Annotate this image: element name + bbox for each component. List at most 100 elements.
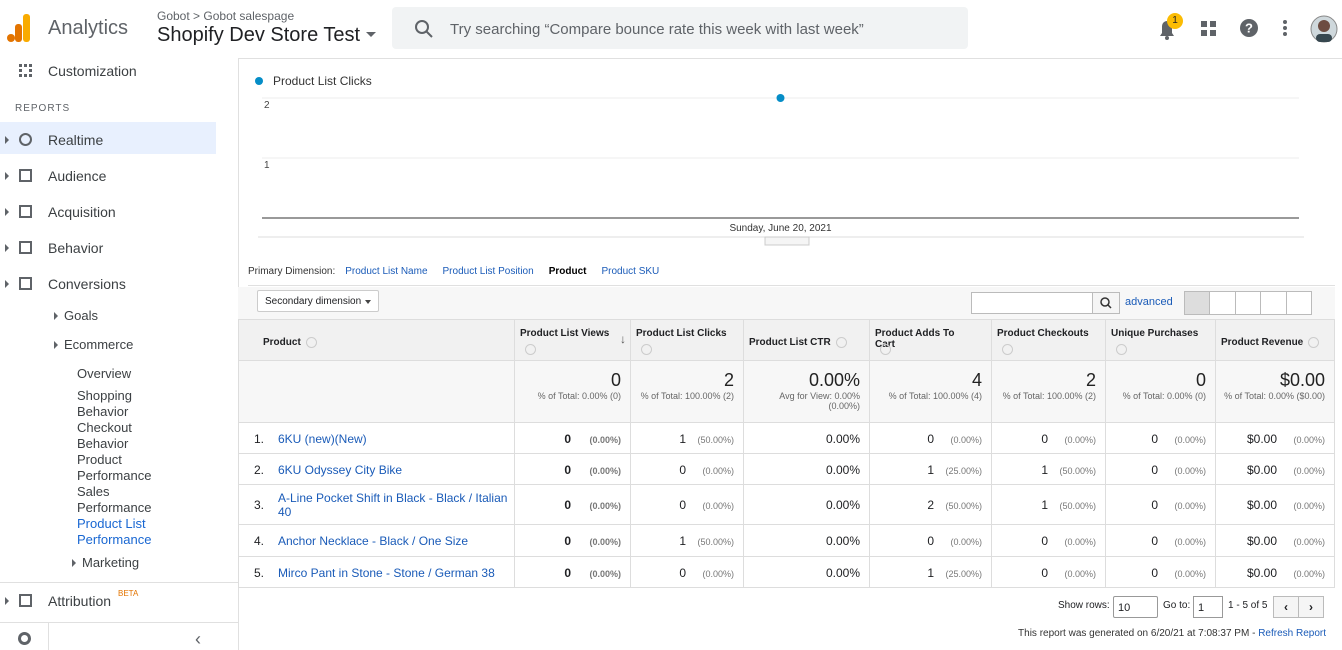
product-link[interactable]: 6KU (new)(New): [278, 431, 367, 446]
column-header[interactable]: Product Revenue: [1216, 319, 1335, 361]
data-cell: 0 (0.00%): [992, 525, 1106, 557]
column-header[interactable]: Product: [238, 319, 515, 361]
nav-item[interactable]: Marketing: [82, 555, 140, 570]
help-icon: [1002, 344, 1013, 355]
nav-item[interactable]: Audience: [48, 168, 107, 184]
goto-label: Go to:: [1163, 600, 1191, 611]
cell-percent: (25.00%): [945, 568, 982, 579]
cell-content: $0.00 (0.00%): [1247, 432, 1325, 446]
help-icon[interactable]: ?: [1239, 18, 1259, 38]
dimension-option[interactable]: Product SKU: [601, 266, 660, 277]
breadcrumb[interactable]: Gobot > Gobot salespage: [157, 9, 295, 23]
table-search[interactable]: [971, 292, 1095, 314]
nav-item[interactable]: REPORTS: [15, 103, 71, 114]
cell-content: 0 (0.00%): [564, 498, 621, 512]
nav-item[interactable]: Ecommerce: [64, 337, 134, 352]
cell-content: 0 (0.00%): [564, 432, 621, 446]
nav-item[interactable]: Sales Performance: [77, 484, 152, 515]
data-cell: 0 (0.00%): [515, 454, 631, 485]
settings-icon[interactable]: [18, 632, 31, 645]
cell-percent: (50.00%): [1059, 465, 1096, 476]
nav-item[interactable]: Product List Performance: [77, 516, 152, 547]
cell-content: $0.00 (0.00%): [1247, 498, 1325, 512]
total-note: % of Total: 0.00% (0): [537, 391, 621, 401]
cell-percent: (0.00%): [1064, 434, 1096, 445]
view-switcher[interactable]: [1184, 291, 1312, 315]
data-cell: $0.00 (0.00%): [1216, 423, 1335, 454]
data-table: Product Product List Views ↓ Product List C…: [238, 319, 1335, 589]
cell-value: 0: [1041, 431, 1048, 446]
advanced-link[interactable]: advanced: [1125, 296, 1173, 308]
data-cell: 0 (0.00%): [992, 423, 1106, 454]
nav-item[interactable]: Overview: [77, 366, 132, 381]
search-button[interactable]: [1092, 292, 1120, 314]
goto-input[interactable]: 1: [1193, 596, 1223, 618]
column-header[interactable]: Unique Purchases: [1106, 319, 1216, 361]
divider: [48, 622, 49, 650]
cell-value: 0: [679, 498, 686, 512]
prev-page[interactable]: ‹: [1273, 596, 1299, 618]
property-name[interactable]: Shopify Dev Store Test: [157, 24, 361, 46]
account[interactable]: Gobot: [157, 9, 190, 23]
secondary-dimension[interactable]: Secondary dimension: [257, 290, 379, 312]
cell-value: 0: [1151, 534, 1158, 548]
row-label-cell: 3. A-Line Pocket Shift in Black - Black /…: [238, 485, 515, 525]
data-cell: 0 (0.00%): [515, 557, 631, 588]
data-cell: 1 (25.00%): [870, 454, 992, 485]
column-header[interactable]: Product List Clicks: [631, 319, 744, 361]
property-group[interactable]: Gobot salespage: [203, 9, 295, 23]
data-cell: 0 (0.00%): [1106, 454, 1216, 485]
nav-item[interactable]: Checkout Behavior: [77, 420, 132, 451]
nav-item[interactable]: Conversions: [48, 276, 126, 292]
nav-item[interactable]: Realtime: [48, 132, 104, 148]
product-link[interactable]: 6KU Odyssey City Bike: [278, 462, 403, 477]
column-header[interactable]: Product List Views ↓: [515, 319, 631, 361]
rows-select[interactable]: 10: [1113, 596, 1158, 618]
column-header[interactable]: Product Adds To Cart: [870, 319, 992, 361]
collapse-button[interactable]: ‹: [195, 629, 201, 649]
expand-caret: [5, 244, 9, 252]
chart: Product List Clicks 1 2 Sunday, June 20, 20…: [255, 74, 1304, 246]
nav-item[interactable]: Customization: [48, 63, 137, 79]
legend-dot: [255, 77, 263, 85]
dimension-option[interactable]: Product List Position: [442, 266, 534, 277]
product-link[interactable]: Anchor Necklace - Black / One Size: [278, 534, 469, 548]
cell-content: 0 (0.00%): [1151, 534, 1206, 548]
total-note: Avg for View: 0.00% (0.00%): [779, 391, 860, 411]
nav-item[interactable]: Product Performance: [77, 452, 152, 483]
nav-item[interactable]: Acquisition: [48, 204, 116, 220]
help-icon: [1116, 344, 1127, 355]
totals-cell: 2% of Total: 100.00% (2): [631, 361, 744, 423]
expand-caret: [5, 208, 9, 216]
avatar[interactable]: [1310, 15, 1338, 43]
next-page[interactable]: ›: [1298, 596, 1324, 618]
column-header[interactable]: Product Checkouts: [992, 319, 1106, 361]
cell-content: $0.00 (0.00%): [1247, 566, 1325, 580]
apps-icon[interactable]: [1201, 21, 1217, 37]
cell-content: 0.00%: [826, 498, 860, 512]
cell-content: 1 (50.00%): [1041, 463, 1096, 477]
total-value: $0.00: [1279, 370, 1325, 390]
search-box[interactable]: Try searching “Compare bounce rate this …: [392, 7, 968, 49]
data-cell: 0 (0.00%): [515, 525, 631, 557]
refresh-link[interactable]: Refresh Report: [1258, 628, 1326, 639]
dropdown-arrow[interactable]: [366, 32, 376, 37]
column-header[interactable]: Product List CTR: [744, 319, 870, 361]
cell-content: 0 (0.00%): [1151, 566, 1206, 580]
cell-content: 0 (0.00%): [1151, 498, 1206, 512]
nav-item[interactable]: Shopping Behavior: [77, 388, 132, 419]
cell-value: 0: [927, 431, 934, 446]
dimension-option[interactable]: Product List Name: [345, 266, 428, 277]
cell-value: 1: [927, 565, 934, 580]
nav-item[interactable]: Goals: [64, 308, 98, 323]
cell-percent: (50.00%): [1059, 501, 1096, 511]
product-link[interactable]: Mirco Pant in Stone - Stone / German 38: [278, 565, 495, 580]
nav-item[interactable]: Attribution BETA: [48, 589, 139, 609]
more-icon[interactable]: [1281, 19, 1289, 37]
product-link[interactable]: A-Line Pocket Shift in Black - Black / I…: [278, 491, 508, 519]
secondary-dimension-label: Secondary dimension: [265, 296, 362, 307]
pill: [0, 122, 216, 154]
cell-value: 2: [927, 498, 934, 512]
nav-item[interactable]: Behavior: [48, 240, 104, 256]
